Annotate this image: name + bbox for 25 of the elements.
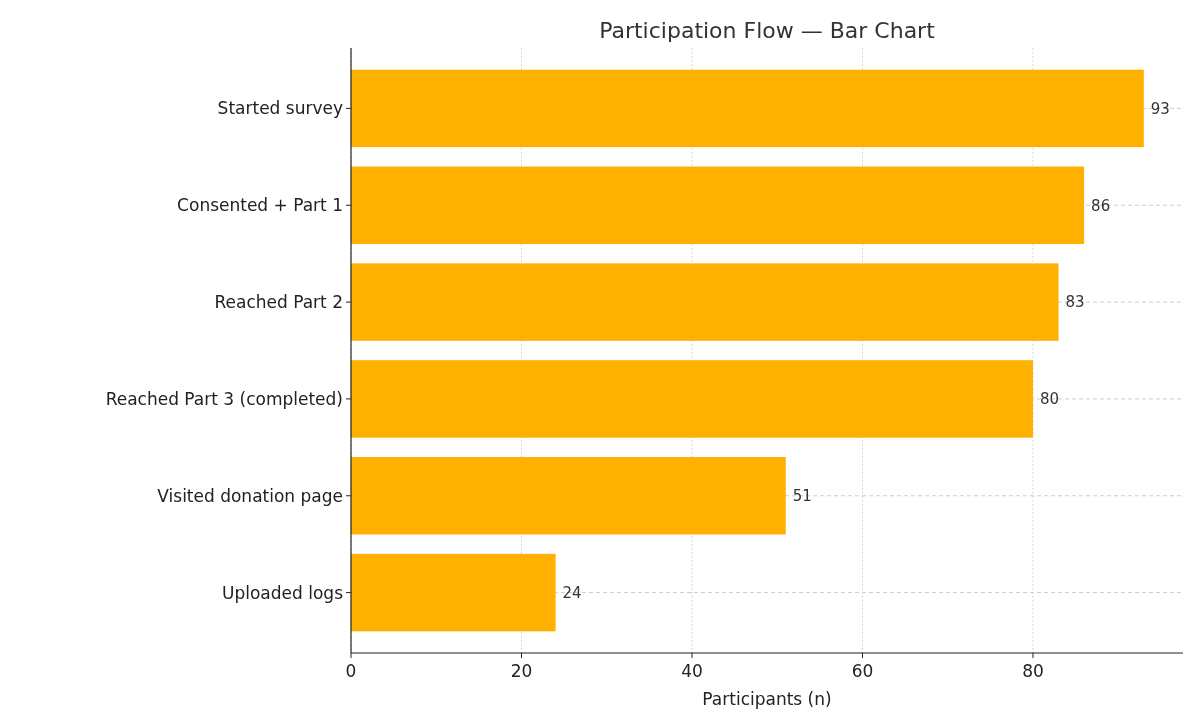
x-tick-label: 40 — [681, 661, 703, 681]
x-axis-title: Participants (n) — [702, 689, 832, 709]
data-label: 86 — [1091, 196, 1111, 215]
y-tick-label: Uploaded logs — [222, 582, 344, 603]
bar — [351, 457, 786, 535]
y-tick-label: Visited donation page — [157, 485, 343, 506]
bar — [351, 69, 1144, 148]
chart-title: Participation Flow — Bar Chart — [599, 18, 936, 43]
data-label: 83 — [1065, 293, 1085, 312]
y-tick-label: Consented + Part 1 — [177, 195, 343, 216]
bar — [351, 166, 1085, 244]
x-tick-label: 60 — [851, 661, 874, 681]
x-tick-label: 80 — [1022, 661, 1044, 681]
data-label: 93 — [1150, 99, 1170, 118]
y-tick-label: Started survey — [217, 98, 343, 119]
y-tick-label: Reached Part 2 — [214, 292, 343, 313]
data-label: 24 — [562, 583, 582, 602]
bar — [351, 553, 556, 632]
data-label: 51 — [792, 487, 812, 505]
bar — [351, 263, 1059, 341]
data-label: 80 — [1039, 390, 1060, 409]
bar — [351, 360, 1033, 438]
x-tick-label: 20 — [510, 661, 533, 681]
y-tick-label: Reached Part 3 (completed) — [105, 388, 343, 409]
x-tick-label: 0 — [345, 661, 357, 681]
